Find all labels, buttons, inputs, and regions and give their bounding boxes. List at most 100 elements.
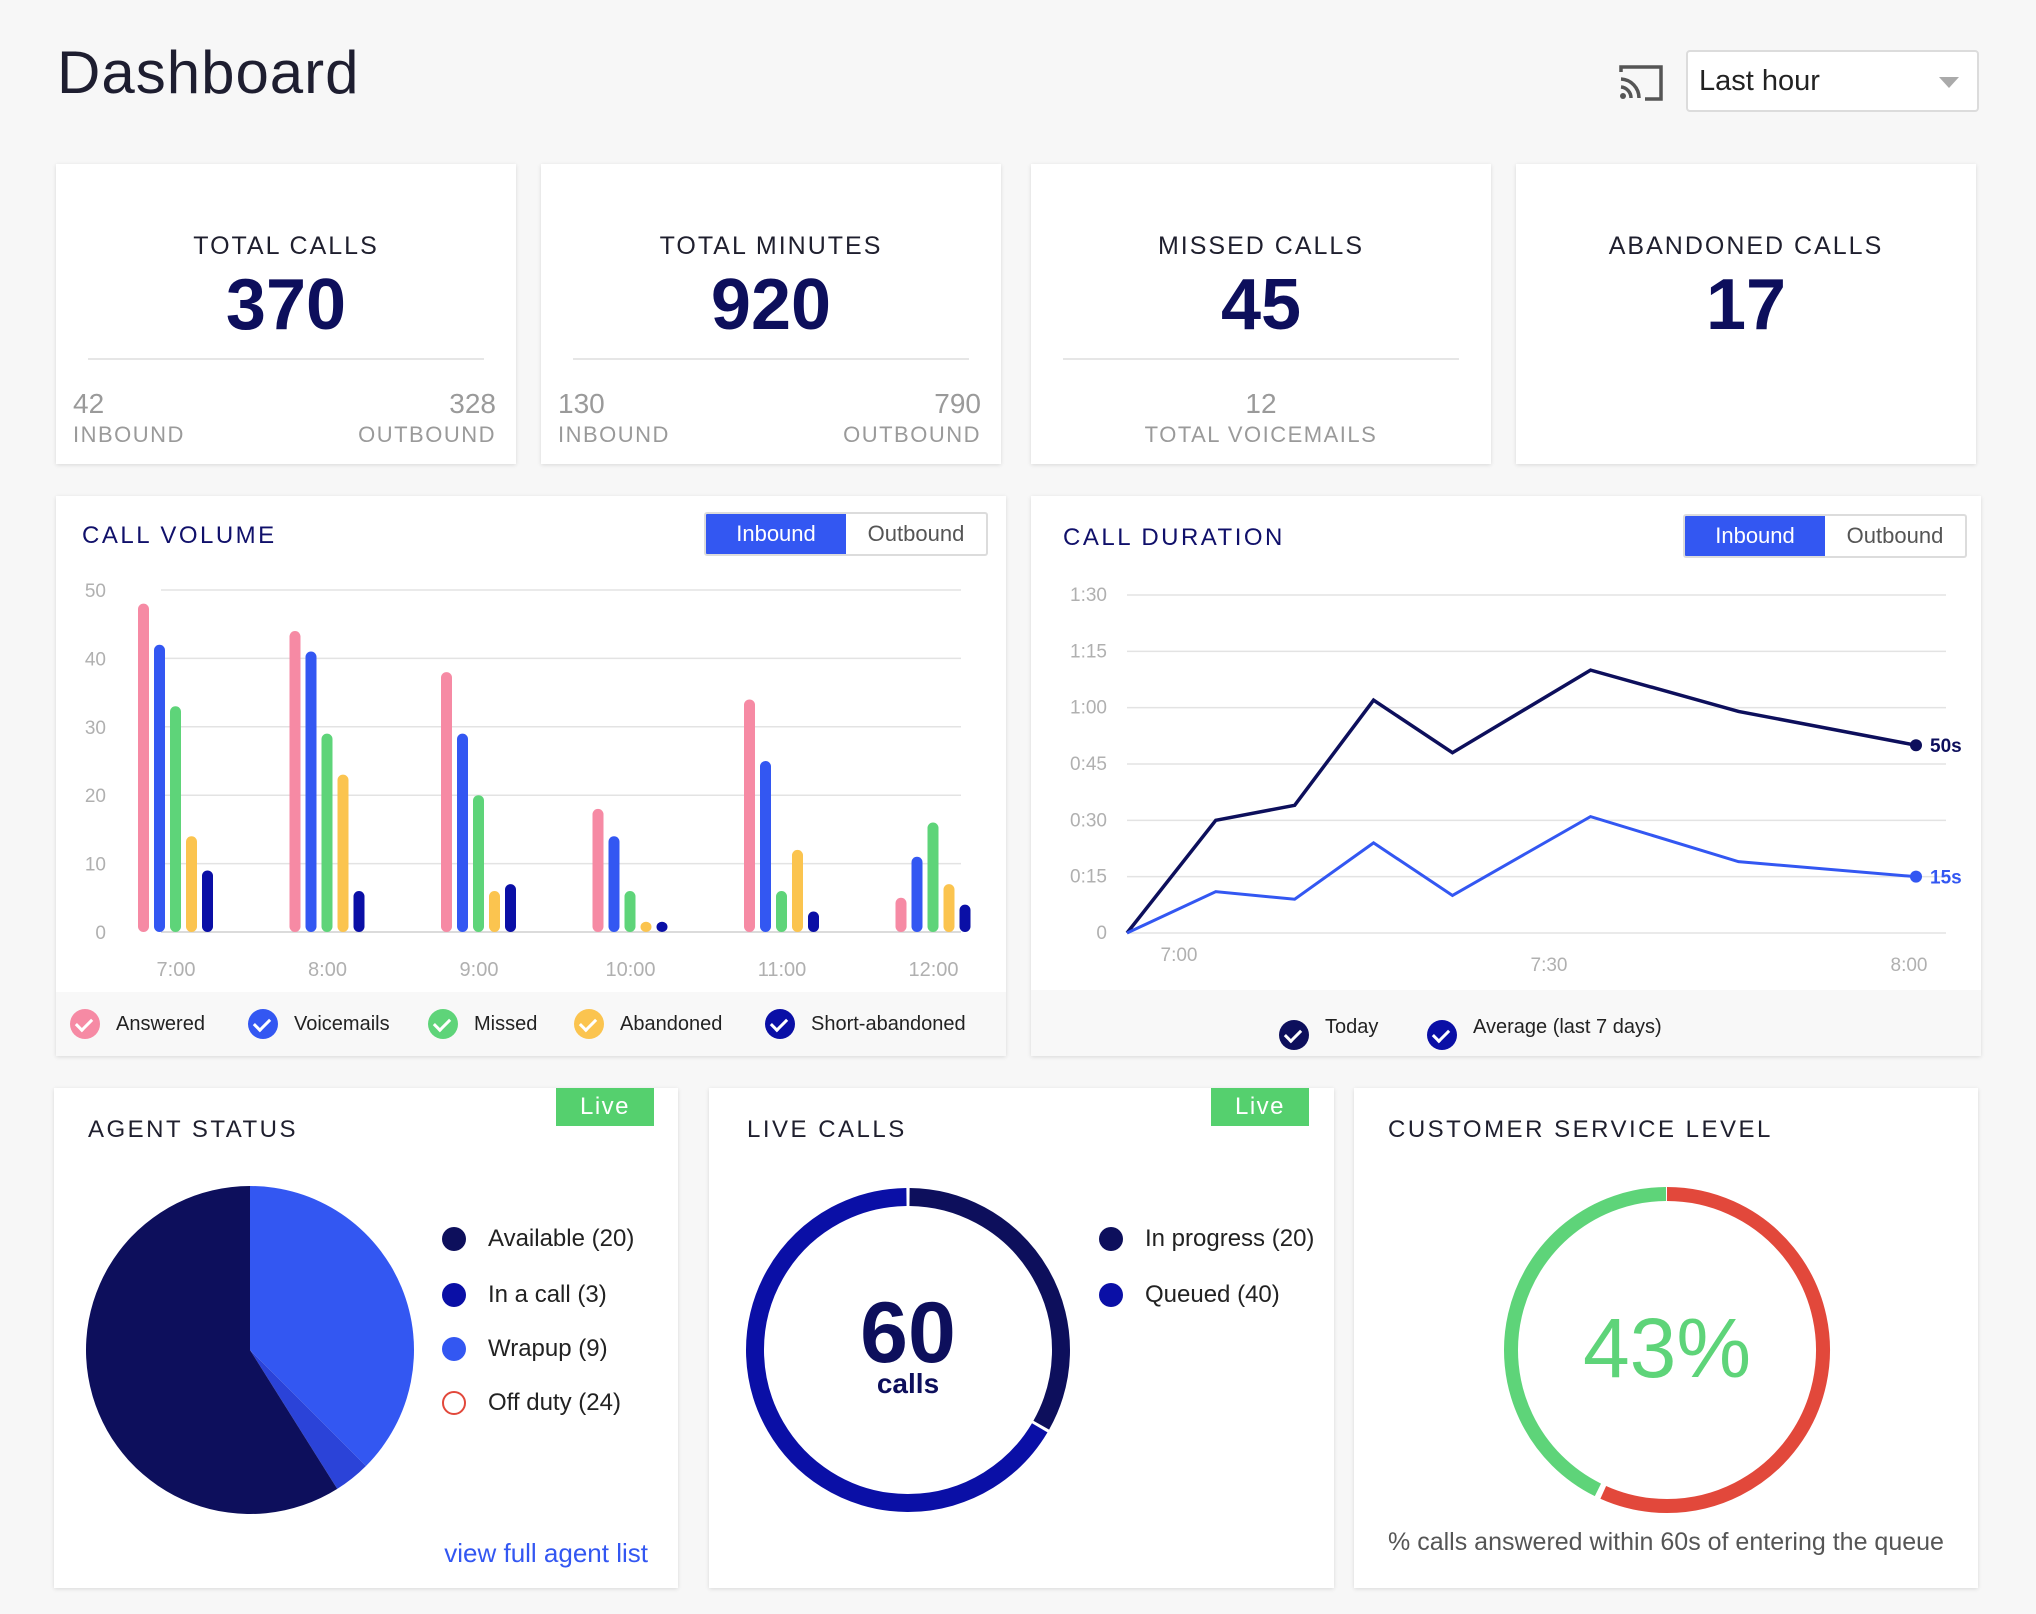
y-tick-label: 1:00	[1070, 698, 1107, 719]
bar-missed	[776, 890, 787, 932]
outbound-stat: 328 OUTBOUND	[358, 388, 496, 448]
legend-label: Voicemails	[294, 1012, 390, 1035]
missed-calls-card: MISSED CALLS 45 12 TOTAL VOICEMAILS	[1031, 164, 1491, 464]
outbound-value: 328	[449, 388, 496, 419]
inbound-stat: 42 INBOUND	[73, 388, 185, 448]
voicemails-stat: 12 TOTAL VOICEMAILS	[1031, 388, 1491, 448]
status-label: In a call (3)	[488, 1281, 607, 1308]
legend-short-abandoned[interactable]: Short-abandoned	[765, 1009, 966, 1039]
bar-answered	[138, 603, 149, 932]
service-level-value: 43%	[1582, 1301, 1752, 1395]
legend-today[interactable]: Today	[1279, 1004, 1378, 1050]
stat-title: TOTAL MINUTES	[659, 232, 883, 260]
inbound-label: INBOUND	[73, 422, 185, 447]
status-label: Off duty (24)	[488, 1389, 621, 1416]
toggle-outbound[interactable]: Outbound	[867, 521, 965, 546]
check-icon	[70, 1009, 100, 1039]
outbound-label: OUTBOUND	[358, 422, 496, 447]
calls-label: In progress (20)	[1145, 1225, 1315, 1252]
gauge-arc-answered	[1504, 1187, 1667, 1497]
dot-icon	[1099, 1283, 1123, 1307]
section-title: CALL VOLUME	[82, 522, 277, 549]
inbound-value: 130	[558, 388, 605, 419]
y-tick-label: 10	[85, 855, 106, 876]
chart-legend: Answered Voicemails Missed Abandoned Sho…	[56, 992, 1006, 1056]
total-calls-card: TOTAL CALLS 370 42 INBOUND 328 OUTBOUND	[56, 164, 516, 464]
dot-icon	[442, 1391, 466, 1415]
outbound-value: 790	[934, 388, 981, 419]
x-tick-label: 8:00	[308, 959, 347, 981]
toggle-inbound[interactable]: Inbound	[1685, 516, 1825, 556]
inbound-value: 42	[73, 388, 105, 419]
legend-label: Short-abandoned	[811, 1012, 966, 1035]
legend-voicemails[interactable]: Voicemails	[248, 1009, 390, 1039]
toggle-outbound[interactable]: Outbound	[1846, 523, 1944, 548]
x-tick-label: 11:00	[758, 959, 807, 981]
inbound-label: INBOUND	[558, 422, 670, 447]
service-level-caption: % calls answered within 60s of entering …	[1388, 1528, 1944, 1556]
view-agent-list-link[interactable]: view full agent list	[444, 1538, 648, 1568]
status-in-a-call: In a call (3)	[442, 1281, 607, 1309]
chevron-down-icon	[1939, 77, 1959, 88]
bar-missed	[927, 822, 939, 932]
status-available: Available (20)	[442, 1225, 634, 1253]
bar-short-abandoned	[656, 921, 668, 932]
legend-abandoned[interactable]: Abandoned	[574, 1009, 722, 1039]
check-icon	[1427, 1020, 1457, 1050]
calls-label: Queued (40)	[1145, 1281, 1280, 1308]
calls-queued: Queued (40)	[1099, 1281, 1280, 1309]
bar-short-abandoned	[808, 911, 819, 932]
toggle-inbound[interactable]: Inbound	[706, 514, 846, 554]
check-icon	[574, 1009, 604, 1039]
bar-abandoned	[186, 836, 197, 932]
live-calls-unit: calls	[876, 1368, 940, 1399]
status-off-duty: Off duty (24)	[442, 1389, 621, 1417]
bar-abandoned	[337, 774, 349, 932]
stat-value: 45	[1220, 265, 1302, 345]
series-end-label: 15s	[1930, 868, 1962, 889]
check-icon	[1279, 1020, 1309, 1050]
call-volume-card: CALL VOLUME Inbound Outbound 0 10 20 30 40 50…	[56, 496, 1006, 1056]
status-label: Wrapup (9)	[488, 1335, 608, 1362]
bar-short-abandoned	[959, 904, 971, 932]
bar-missed	[321, 733, 333, 932]
time-range-select[interactable]: Last hour	[1686, 50, 1979, 112]
y-tick-label: 1:30	[1070, 585, 1107, 606]
divider	[573, 358, 969, 360]
y-tick-label: 0:30	[1070, 810, 1107, 831]
y-tick-label: 0:45	[1070, 754, 1107, 775]
bar-voicemails	[305, 651, 317, 932]
stat-title: MISSED CALLS	[1157, 232, 1364, 260]
bar-voicemails	[760, 761, 771, 932]
bar-abandoned	[943, 884, 955, 932]
cast-icon[interactable]	[1617, 62, 1665, 104]
section-title: AGENT STATUS	[88, 1116, 299, 1143]
dot-icon	[442, 1337, 466, 1361]
series-end-point	[1910, 739, 1922, 752]
legend-missed[interactable]: Missed	[428, 1009, 537, 1039]
legend-label: Today	[1325, 1015, 1379, 1038]
live-calls-card: LIVE CALLS Live 60 calls In progress (20…	[709, 1088, 1334, 1588]
stat-value: 17	[1705, 265, 1787, 345]
legend-answered[interactable]: Answered	[70, 1009, 205, 1039]
call-duration-chart: 0 0:15 0:30 0:45 1:00 1:15 1:30 7:00 7:30 8:00 50s…	[1070, 585, 1962, 976]
y-tick-label: 0	[95, 923, 106, 944]
stat-title: TOTAL CALLS	[193, 232, 379, 260]
inbound-stat: 130 INBOUND	[558, 388, 670, 448]
x-tick-label: 8:00	[1891, 955, 1928, 976]
section-title: CALL DURATION	[1063, 524, 1285, 551]
check-icon	[428, 1009, 458, 1039]
bar-short-abandoned	[505, 884, 516, 932]
donut-arc-in-progress	[909, 1188, 1070, 1430]
bar-short-abandoned	[202, 870, 213, 932]
check-icon	[765, 1009, 795, 1039]
bar-answered	[441, 672, 452, 932]
bar-missed	[624, 890, 636, 932]
series-line-average	[1126, 814, 1917, 935]
bar-missed	[170, 706, 181, 932]
voicemails-value: 12	[1245, 388, 1277, 419]
legend-label: Missed	[474, 1012, 538, 1035]
y-tick-label: 50	[85, 581, 106, 602]
legend-average[interactable]: Average (last 7 days)	[1427, 1004, 1662, 1050]
bar-short-abandoned	[353, 890, 365, 932]
